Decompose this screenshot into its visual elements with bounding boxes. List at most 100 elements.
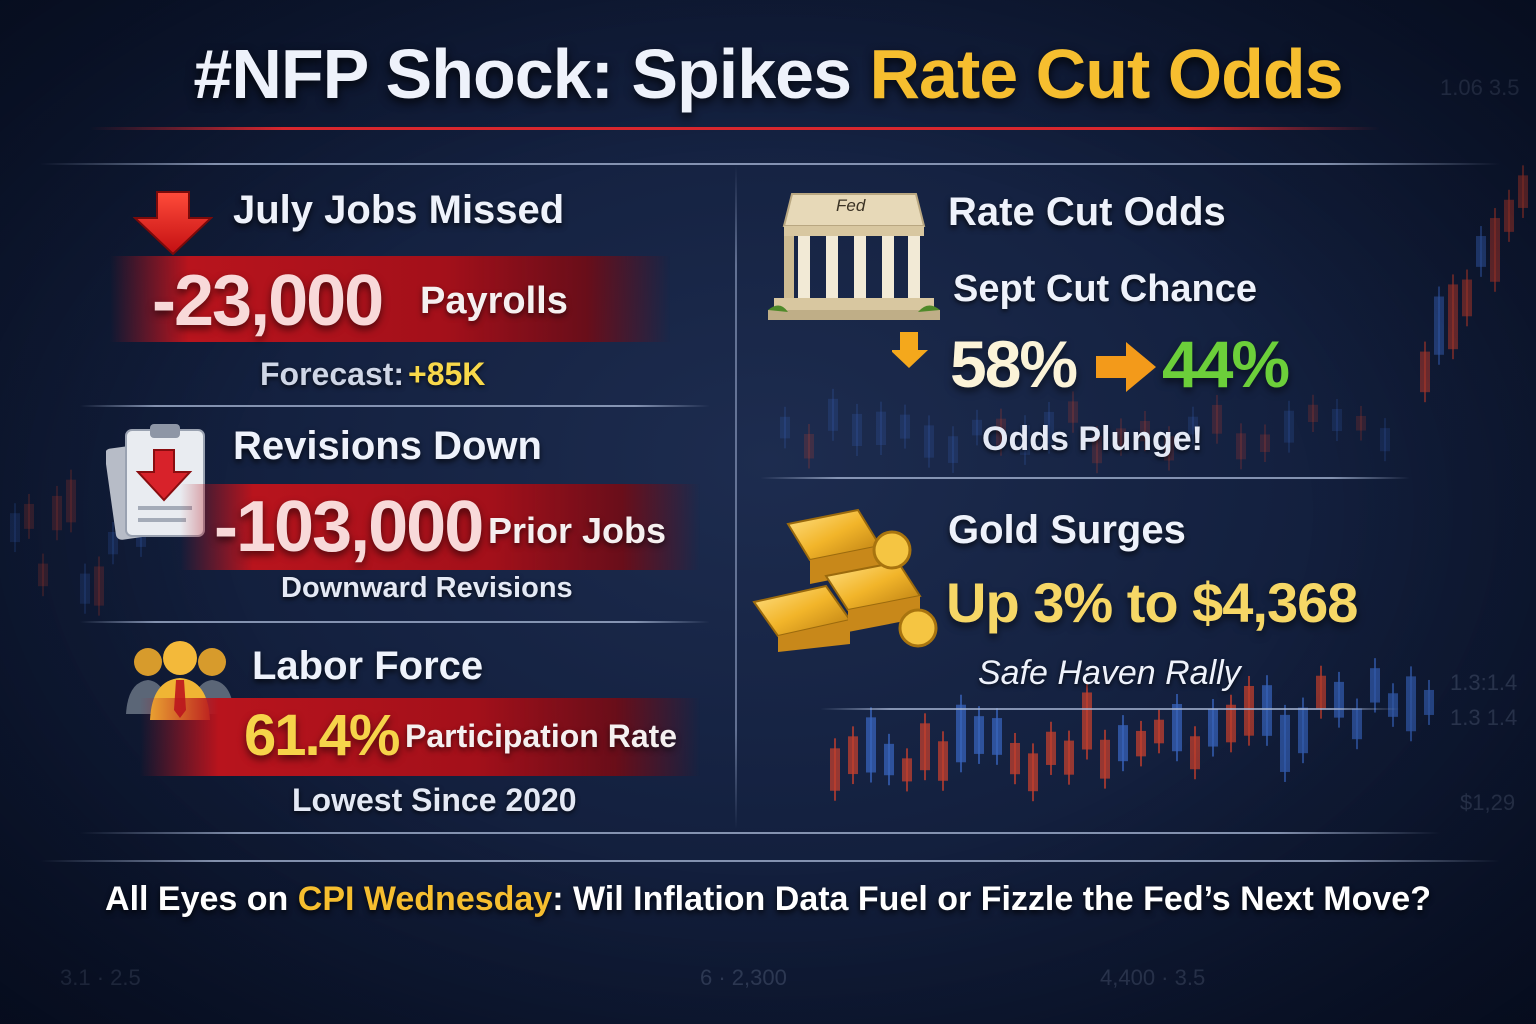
jobs-unit: Payrolls xyxy=(420,280,568,322)
background-candle xyxy=(1380,428,1390,452)
down-arrow-icon xyxy=(133,191,213,256)
gold-bars-icon xyxy=(752,508,938,652)
background-candle xyxy=(1190,736,1200,770)
background-candle xyxy=(1226,704,1236,743)
small-down-arrow-icon xyxy=(892,332,928,368)
background-candle xyxy=(902,758,912,782)
center-vertical-divider xyxy=(735,165,737,830)
background-candle xyxy=(1298,707,1308,754)
background-candle xyxy=(1420,351,1430,393)
background-candle xyxy=(1118,725,1128,762)
background-candle xyxy=(1208,709,1218,747)
svg-text:1.3:1.4: 1.3:1.4 xyxy=(1450,670,1517,695)
odds-to-value: 44% xyxy=(1162,327,1290,401)
background-candle xyxy=(1370,668,1380,703)
background-candle xyxy=(1504,199,1514,232)
background-candle xyxy=(1518,175,1528,208)
background-candle xyxy=(876,411,886,446)
background-candle xyxy=(924,425,934,458)
jobs-red-band xyxy=(110,256,670,342)
background-candle xyxy=(1154,719,1164,744)
background-candle xyxy=(830,748,840,791)
background-candle xyxy=(852,413,862,447)
background-candle xyxy=(804,433,814,459)
odds-note: Odds Plunge! xyxy=(982,420,1203,458)
background-candle xyxy=(10,513,20,543)
background-candle xyxy=(1212,404,1222,434)
background-candle xyxy=(972,419,982,436)
background-candle xyxy=(1064,740,1074,775)
revisions-value: -103,000 xyxy=(214,487,484,567)
revisions-note: Downward Revisions xyxy=(281,572,573,604)
gold-heading: Gold Surges xyxy=(948,508,1186,552)
svg-text:6 · 2,300: 6 · 2,300 xyxy=(700,965,787,990)
title-gold-part: Rate Cut Odds xyxy=(869,35,1343,113)
background-candle xyxy=(920,723,930,771)
background-candle xyxy=(1028,753,1038,792)
background-candle xyxy=(94,566,104,606)
forecast-value: +85K xyxy=(408,356,486,392)
background-candle xyxy=(38,563,48,587)
rate-cut-heading: Rate Cut Odds xyxy=(948,190,1226,234)
document-down-arrow-icon xyxy=(106,424,205,540)
jobs-value: -23,000 xyxy=(152,261,384,341)
background-candle xyxy=(1280,714,1290,772)
title-underline xyxy=(90,127,1380,130)
background-candle xyxy=(1448,284,1458,350)
background-candle xyxy=(1388,693,1398,717)
bottom-suffix: : Wil Inflation Data Fuel or Fizzle the … xyxy=(552,880,1431,918)
labor-unit: Participation Rate xyxy=(405,718,678,754)
swap-arrow-icon xyxy=(1096,342,1156,392)
background-candle xyxy=(1172,703,1182,752)
background-candle xyxy=(884,743,894,776)
background-candle xyxy=(1462,279,1472,317)
background-candle xyxy=(1262,685,1272,736)
revisions-unit: Prior Jobs xyxy=(488,510,667,551)
background-candle xyxy=(1476,236,1486,267)
background-candle xyxy=(1136,730,1146,757)
background-candle xyxy=(1308,404,1318,423)
background-candle xyxy=(66,479,76,523)
background-candle xyxy=(1334,681,1344,718)
svg-text:4,400 · 3.5: 4,400 · 3.5 xyxy=(1100,965,1205,990)
labor-value: 61.4% xyxy=(244,703,400,768)
odds-from-value: 58% xyxy=(950,327,1078,401)
background-candle xyxy=(1284,410,1294,443)
page-title: #NFP Shock: Spikes Rate Cut Odds xyxy=(0,34,1536,114)
background-candle xyxy=(1082,692,1092,750)
background-candle xyxy=(1010,742,1020,775)
background-candle xyxy=(866,717,876,773)
background-candle xyxy=(1316,675,1326,709)
left-divider-1 xyxy=(80,405,710,407)
labor-red-band xyxy=(140,698,700,776)
background-candle xyxy=(948,436,958,463)
bottom-headline: All Eyes on CPI Wednesday: Wil Inflation… xyxy=(0,880,1536,919)
gold-note: Safe Haven Rally xyxy=(978,654,1241,692)
bottom-prefix: All Eyes on xyxy=(105,880,298,918)
gold-value: Up 3% to $4,368 xyxy=(946,571,1358,634)
jobs-heading: July Jobs Missed xyxy=(233,188,565,232)
top-divider xyxy=(40,163,1500,165)
background-candle xyxy=(1434,296,1444,355)
labor-heading: Labor Force xyxy=(252,644,484,688)
right-divider-1 xyxy=(760,477,1410,479)
revisions-red-band xyxy=(180,484,700,570)
background-candle xyxy=(1490,218,1500,282)
background-candle xyxy=(1352,708,1362,740)
background-candle xyxy=(828,398,838,431)
title-white-part: #NFP Shock: Spikes xyxy=(193,35,870,113)
bottom-highlight: CPI Wednesday xyxy=(297,880,553,918)
left-divider-2 xyxy=(80,621,710,623)
background-candle xyxy=(1332,409,1342,432)
svg-text:1.3 1.4: 1.3 1.4 xyxy=(1450,705,1517,730)
background-candle xyxy=(848,736,858,775)
background-candle xyxy=(956,704,966,763)
forecast-label: Forecast: xyxy=(260,356,405,392)
background-candle xyxy=(52,495,62,531)
svg-text:3.1 · 2.5: 3.1 · 2.5 xyxy=(60,965,141,990)
sept-cut-subheading: Sept Cut Chance xyxy=(953,268,1258,310)
background-candle xyxy=(1260,434,1270,452)
svg-text:$1,29: $1,29 xyxy=(1460,790,1515,815)
bottom-divider xyxy=(40,860,1500,862)
revisions-heading: Revisions Down xyxy=(233,424,542,468)
